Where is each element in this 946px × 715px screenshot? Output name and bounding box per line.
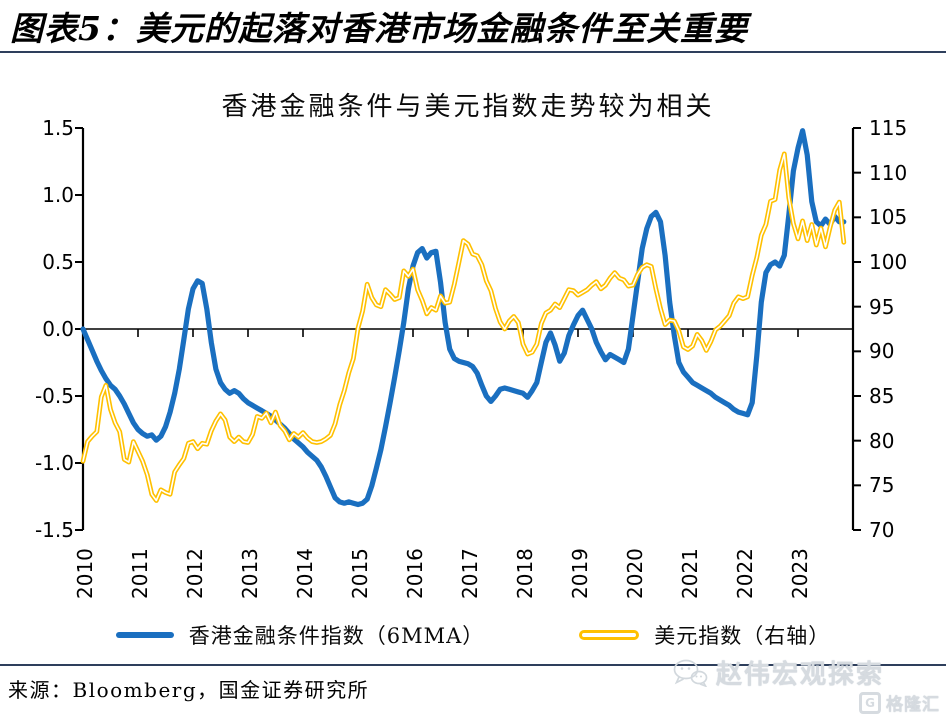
right-axis-tick-label: 90 [869, 339, 895, 364]
gelonghui-g-icon: G [859, 691, 881, 714]
x-axis-tick-label: 2013 [238, 548, 262, 599]
x-axis-tick-label: 2020 [623, 548, 647, 599]
x-axis-tick-label: 2015 [348, 548, 372, 599]
gelonghui-text: 格隆汇 [886, 695, 940, 715]
x-axis-tick-label: 2017 [458, 548, 482, 599]
gelonghui-logo: G 格隆汇 [859, 690, 940, 715]
right-axis-tick-label: 85 [869, 384, 895, 408]
right-axis-tick-label: 95 [869, 294, 895, 319]
x-axis-tick-label: 2010 [73, 548, 97, 599]
x-axis-tick-label: 2021 [678, 548, 702, 599]
watermark: 赵伟宏观探索 [672, 654, 884, 691]
figure-title: 图表5：美元的起落对香港市场金融条件至关重要 [10, 9, 748, 48]
legend-item-dxy: 美元指数（右轴） [579, 620, 830, 650]
x-axis-tick-label: 2012 [183, 548, 207, 599]
left-axis-tick-label: 1.5 [42, 116, 74, 140]
left-axis-tick-label: 1.0 [42, 183, 74, 207]
left-axis-tick-label: -1.0 [34, 451, 74, 475]
x-axis-tick-label: 2011 [128, 548, 152, 599]
dxy-line-inner [82, 153, 845, 502]
legend-label-hk-fci: 香港金融条件指数（6MMA） [188, 624, 485, 648]
left-axis-tick-label: 0.0 [42, 317, 74, 341]
right-axis-tick-label: 75 [869, 473, 895, 498]
left-axis-tick-label: -1.5 [34, 518, 74, 542]
right-axis-tick-label: 80 [869, 428, 895, 453]
x-axis-tick-label: 2016 [403, 548, 427, 599]
left-axis-tick-label: -0.5 [34, 384, 74, 408]
x-axis-tick-label: 2019 [568, 548, 592, 599]
left-axis-tick-label: 0.5 [42, 250, 74, 274]
right-axis-tick-label: 110 [869, 160, 908, 185]
x-axis-tick-label: 2014 [293, 548, 317, 599]
legend-label-dxy: 美元指数（右轴） [654, 624, 831, 648]
hk-fci-line [80, 128, 847, 508]
x-axis-tick-label: 2023 [788, 548, 812, 599]
watermark-text: 赵伟宏观探索 [715, 660, 884, 690]
chart-title: 香港金融条件与美元指数走势较为相关 [221, 92, 715, 122]
right-axis-tick-label: 100 [869, 250, 908, 274]
wechat-bubbles-icon [673, 659, 708, 687]
x-axis-tick-label: 2018 [513, 548, 537, 599]
right-axis-tick-label: 70 [869, 518, 895, 542]
right-axis-tick-label: 115 [869, 116, 908, 140]
right-axis-tick-label: 105 [869, 205, 908, 230]
title-underline [0, 51, 946, 53]
legend-item-hk-fci: 香港金融条件指数（6MMA） [115, 620, 485, 650]
source-note: 来源：Bloomberg，国金证券研究所 [8, 678, 370, 702]
yellow-line-swatch [579, 630, 640, 640]
chart-legend: 香港金融条件指数（6MMA） 美元指数（右轴） [0, 620, 946, 650]
blue-line-swatch [115, 632, 174, 638]
x-axis-tick-label: 2022 [733, 548, 757, 599]
footer-separator [0, 664, 946, 666]
